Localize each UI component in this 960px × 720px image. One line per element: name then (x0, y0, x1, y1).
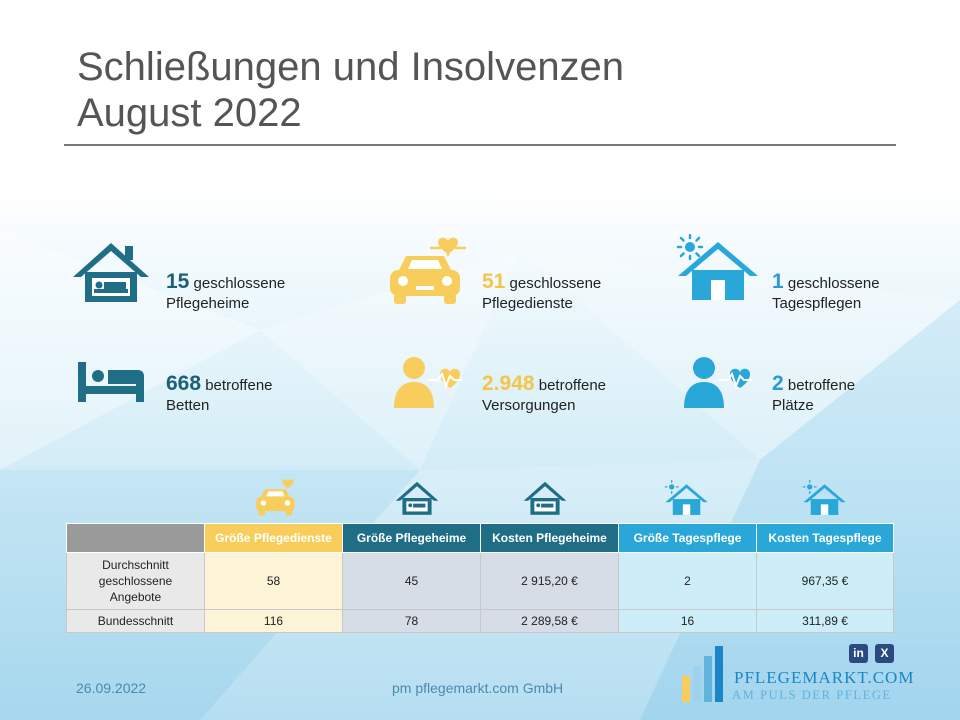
table-row: Bundesschnitt 116 78 2 289,58 € 16 311,8… (66, 609, 894, 633)
table-cell: 116 (204, 609, 343, 633)
stat-label: Betten (166, 397, 210, 414)
table-cell: 311,89 € (756, 609, 894, 633)
row-label: Bundesschnitt (66, 609, 205, 633)
header-cell: Größe Tagespflege (618, 523, 757, 553)
sun-house-icon (664, 480, 708, 515)
xing-icon[interactable]: X (875, 644, 894, 663)
brand-tagline: AM PULS DER PFLEGE (732, 688, 892, 702)
brand-name: PFLEGEMARKT.COM (734, 668, 915, 687)
stat-label: Versorgungen (482, 397, 576, 414)
stat-label: Pflegeheime (166, 295, 250, 312)
header-cell: Größe Pflegedienste (204, 523, 343, 553)
header-cell: Kosten Pflegeheime (480, 523, 619, 553)
house-bed-icon (73, 243, 149, 302)
bed-icon (78, 362, 144, 402)
row-label-line: Angebote (109, 590, 162, 604)
pflegemarkt-logo-icon (682, 646, 723, 702)
stat-word: geschlossene (787, 275, 880, 292)
person-heartbeat-icon (394, 357, 462, 408)
row-label-line: geschlossene (98, 574, 173, 588)
table-cell: 2 289,58 € (480, 609, 619, 633)
stat-label: Plätze (772, 397, 814, 414)
stat-word: betroffene (538, 377, 607, 394)
linkedin-icon[interactable]: in (849, 644, 868, 663)
table-header-row: Größe Pflegedienste Größe Pflegeheime Ko… (66, 523, 894, 553)
stat-value: 668 (166, 372, 202, 395)
sun-house-icon (802, 480, 846, 515)
house-bed-icon (395, 481, 439, 515)
table-cell: 45 (342, 552, 481, 610)
summary-table: Größe Pflegedienste Größe Pflegeheime Ko… (66, 523, 894, 633)
stat-label: Pflegedienste (482, 295, 573, 312)
title-line-1: Schließungen und Insolvenzen (77, 45, 625, 89)
table-cell: 16 (618, 609, 757, 633)
stat-value: 15 (166, 270, 190, 293)
table-cell: 58 (204, 552, 343, 610)
sun-house-icon (676, 234, 758, 300)
header-cell: Kosten Tagespflege (756, 523, 894, 553)
table-cell: 2 (618, 552, 757, 610)
table-cell: 967,35 € (756, 552, 894, 610)
footer-date: 26.09.2022 (76, 680, 147, 696)
stat-word: geschlossene (193, 275, 286, 292)
stat-value: 1 (772, 270, 784, 293)
row-label-line: Durchschnitt (102, 558, 169, 572)
footer-company: pm pflegemarkt.com GmbH (392, 680, 564, 696)
title-line-2: August 2022 (77, 91, 302, 135)
car-heart-icon (256, 479, 295, 516)
header-cell: Größe Pflegeheime (342, 523, 481, 553)
stat-label: Tagespflegen (772, 295, 862, 312)
car-heart-icon (390, 237, 466, 304)
stat-value: 2 (772, 372, 784, 395)
header-cell (66, 523, 205, 553)
table-cell: 78 (342, 609, 481, 633)
row-label: Durchschnitt geschlossene Angebote (66, 552, 205, 610)
house-bed-icon (523, 481, 567, 515)
table-row: Durchschnitt geschlossene Angebote 58 45… (66, 552, 894, 610)
person-heartbeat-icon (684, 357, 752, 408)
stat-word: geschlossene (509, 275, 602, 292)
table-cell: 2 915,20 € (480, 552, 619, 610)
title-divider (64, 144, 896, 146)
stat-word: betroffene (205, 377, 273, 394)
stat-value: 51 (482, 270, 506, 293)
stat-word: betroffene (787, 377, 856, 394)
stat-value: 2.948 (482, 372, 535, 395)
page-title: Schließungen und Insolvenzen August 2022 (77, 44, 624, 136)
